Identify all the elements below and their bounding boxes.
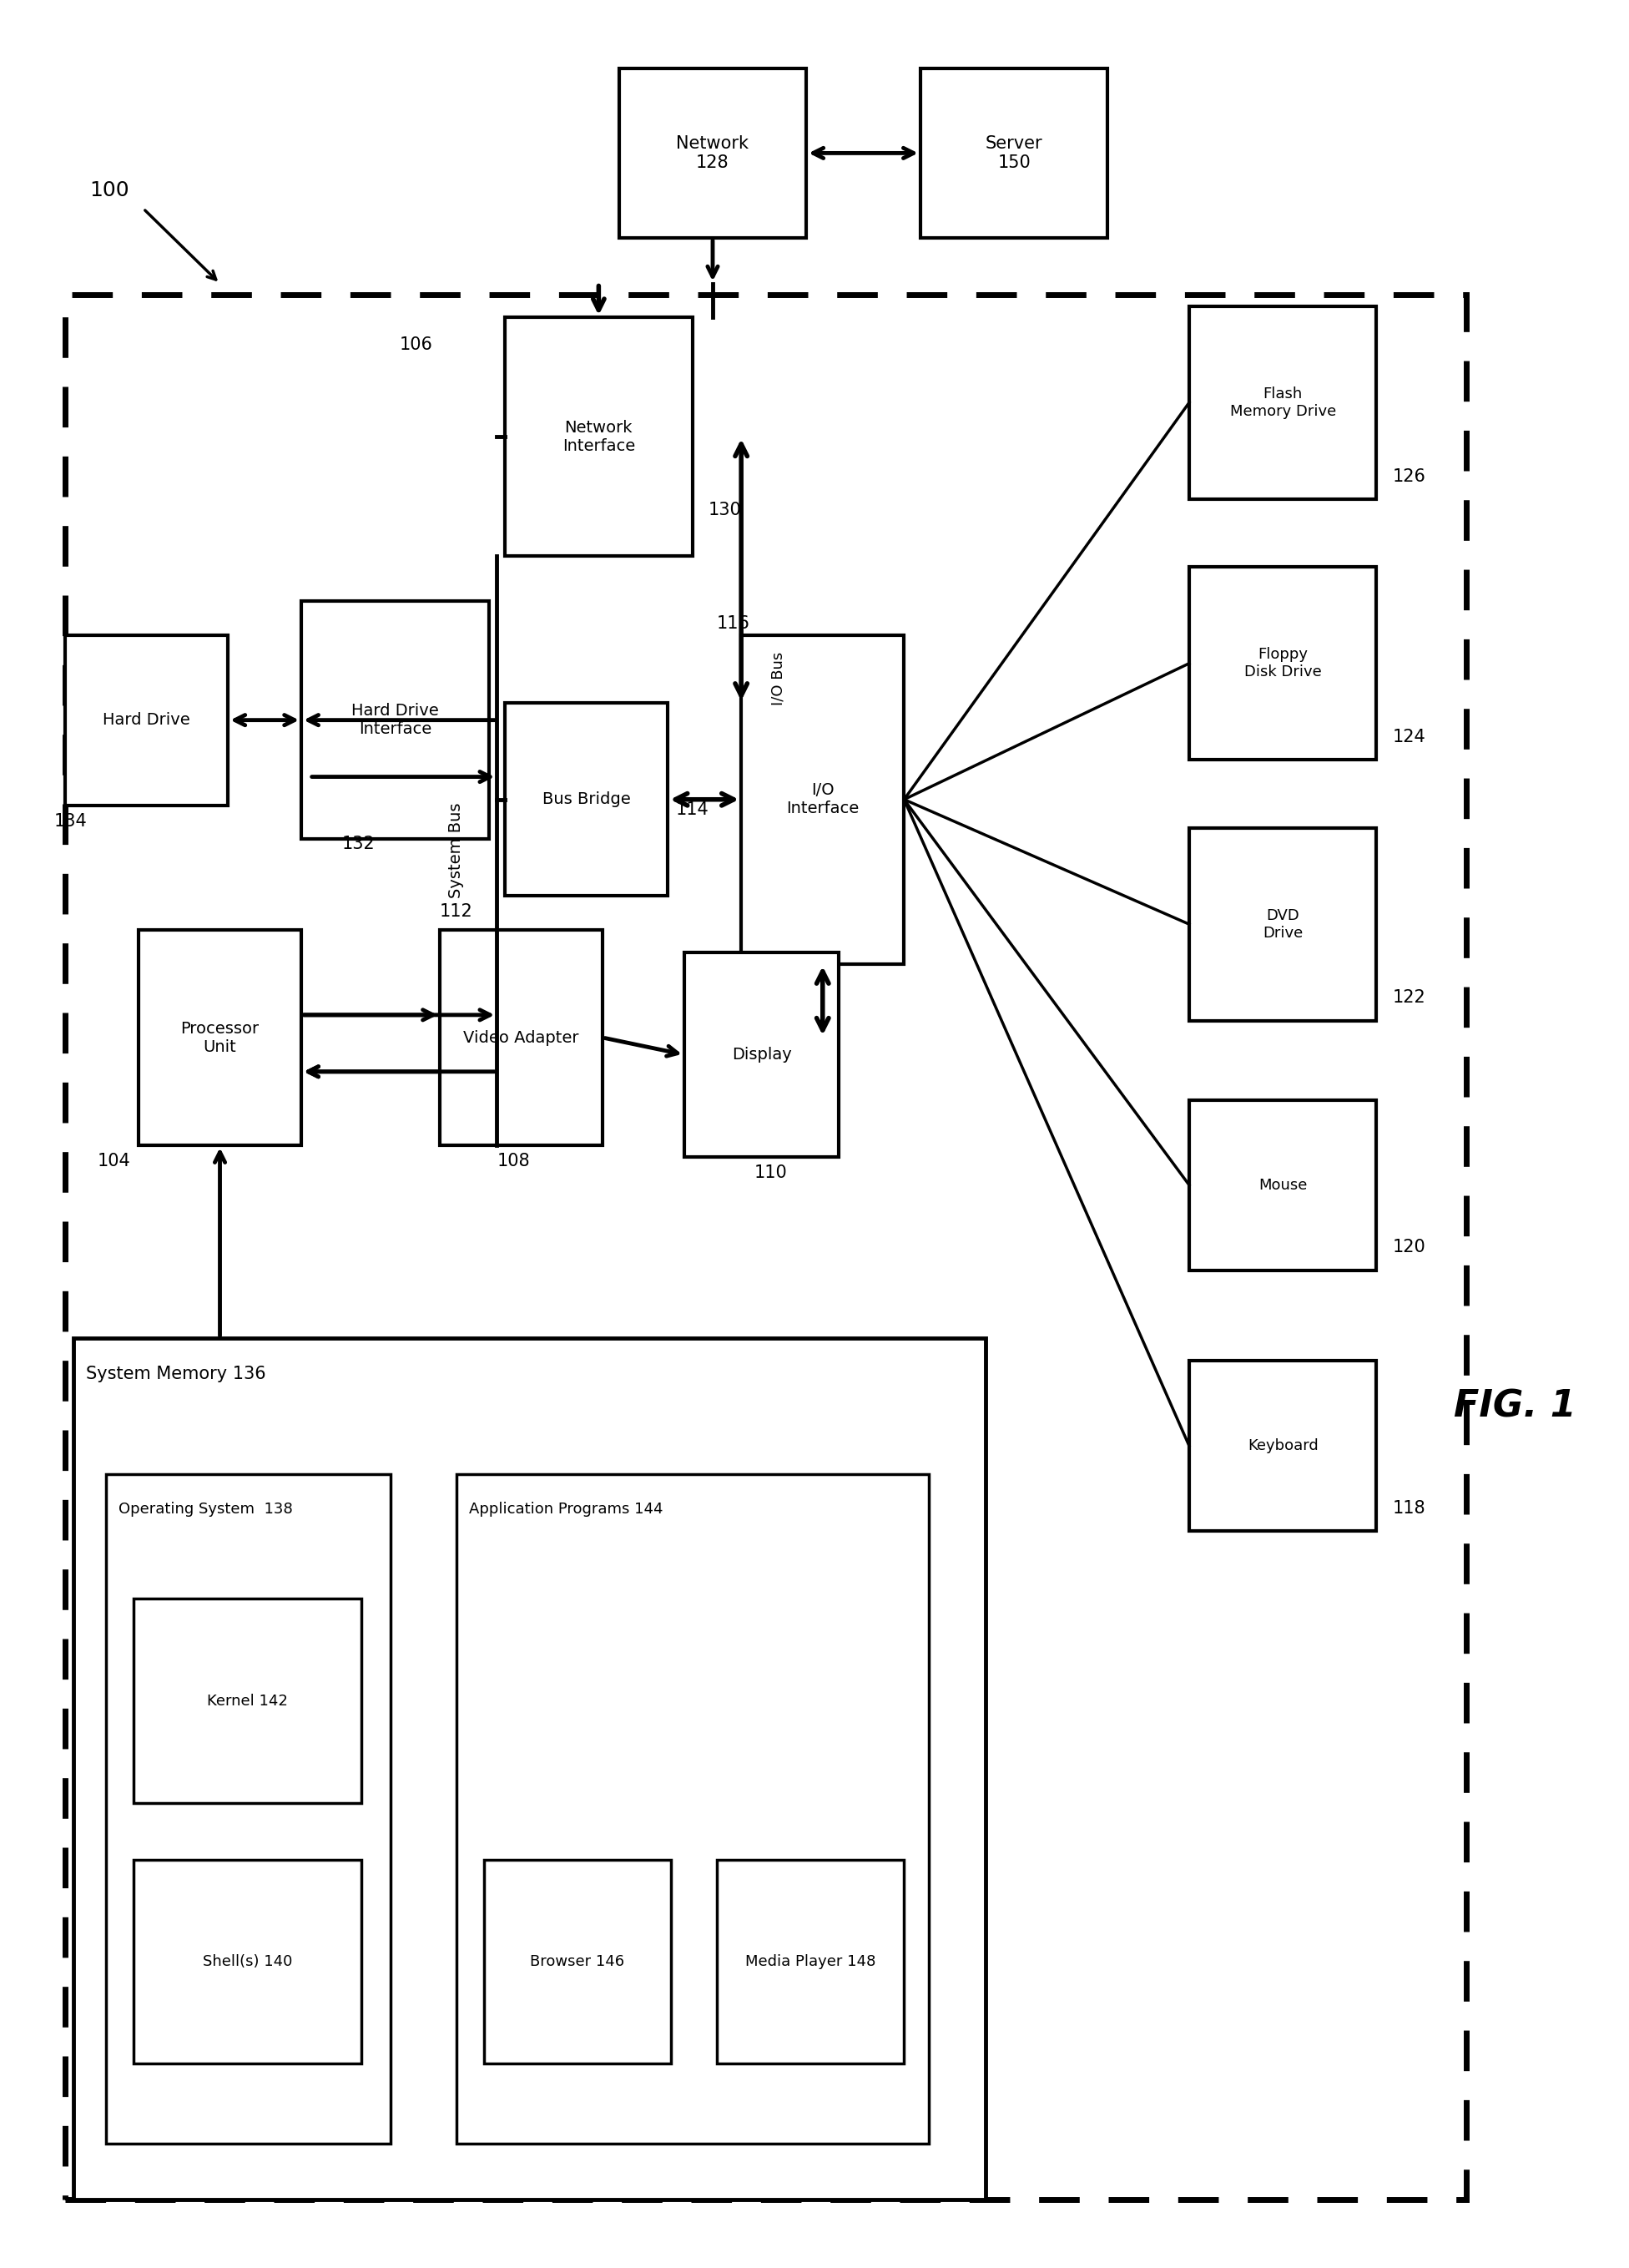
FancyBboxPatch shape (134, 1860, 362, 2064)
Text: I/O Bus: I/O Bus (771, 651, 785, 705)
Text: Mouse: Mouse (1259, 1177, 1306, 1193)
Text: Shell(s) 140: Shell(s) 140 (202, 1955, 293, 1969)
Text: Video Adapter: Video Adapter (464, 1030, 578, 1046)
FancyBboxPatch shape (73, 1338, 986, 2200)
Text: Server
150: Server 150 (986, 136, 1043, 170)
Text: DVD
Drive: DVD Drive (1262, 907, 1303, 941)
Text: Bus Bridge: Bus Bridge (542, 792, 630, 807)
Text: Operating System  138: Operating System 138 (119, 1501, 293, 1517)
Text: Browser 146: Browser 146 (531, 1955, 624, 1969)
Text: Hard Drive
Interface: Hard Drive Interface (352, 703, 438, 737)
Text: 132: 132 (342, 835, 375, 853)
FancyBboxPatch shape (134, 1599, 362, 1803)
FancyBboxPatch shape (1189, 306, 1377, 499)
FancyBboxPatch shape (619, 68, 806, 238)
Text: 114: 114 (676, 801, 709, 819)
FancyBboxPatch shape (1189, 1100, 1377, 1270)
Text: Floppy
Disk Drive: Floppy Disk Drive (1245, 646, 1321, 680)
FancyBboxPatch shape (138, 930, 301, 1145)
Text: 106: 106 (399, 336, 432, 354)
Text: 126: 126 (1393, 467, 1425, 485)
Text: Processor
Unit: Processor Unit (181, 1021, 259, 1055)
FancyBboxPatch shape (505, 318, 692, 556)
Text: Network
128: Network 128 (676, 136, 749, 170)
Text: Keyboard: Keyboard (1248, 1438, 1318, 1454)
FancyBboxPatch shape (1189, 1361, 1377, 1531)
Text: 116: 116 (717, 615, 749, 633)
FancyBboxPatch shape (920, 68, 1108, 238)
Text: Flash
Memory Drive: Flash Memory Drive (1230, 386, 1336, 420)
Text: I/O
Interface: I/O Interface (787, 782, 858, 816)
Text: 124: 124 (1393, 728, 1425, 746)
FancyBboxPatch shape (741, 635, 904, 964)
FancyBboxPatch shape (484, 1860, 671, 2064)
Text: 110: 110 (754, 1163, 787, 1182)
FancyBboxPatch shape (456, 1474, 929, 2143)
Text: 120: 120 (1393, 1238, 1425, 1256)
Text: 112: 112 (440, 903, 472, 921)
Text: 104: 104 (98, 1152, 130, 1170)
Text: 100: 100 (90, 181, 129, 200)
FancyBboxPatch shape (440, 930, 603, 1145)
Text: 134: 134 (54, 812, 86, 830)
FancyBboxPatch shape (1189, 567, 1377, 760)
Text: FIG. 1: FIG. 1 (1453, 1388, 1577, 1424)
Text: Application Programs 144: Application Programs 144 (469, 1501, 663, 1517)
Text: Media Player 148: Media Player 148 (744, 1955, 876, 1969)
Text: 122: 122 (1393, 989, 1425, 1007)
FancyBboxPatch shape (301, 601, 489, 839)
Text: Kernel 142: Kernel 142 (207, 1694, 288, 1708)
Text: Display: Display (731, 1048, 792, 1061)
Text: Network
Interface: Network Interface (562, 420, 635, 454)
FancyBboxPatch shape (684, 953, 839, 1157)
FancyBboxPatch shape (505, 703, 668, 896)
Text: 118: 118 (1393, 1499, 1425, 1517)
Text: System Bus: System Bus (448, 803, 464, 898)
FancyBboxPatch shape (106, 1474, 391, 2143)
FancyBboxPatch shape (1189, 828, 1377, 1021)
FancyBboxPatch shape (717, 1860, 904, 2064)
Text: 108: 108 (497, 1152, 529, 1170)
Text: System Memory 136: System Memory 136 (86, 1365, 266, 1381)
Text: Hard Drive: Hard Drive (103, 712, 191, 728)
FancyBboxPatch shape (65, 635, 228, 805)
Text: 130: 130 (709, 501, 741, 519)
